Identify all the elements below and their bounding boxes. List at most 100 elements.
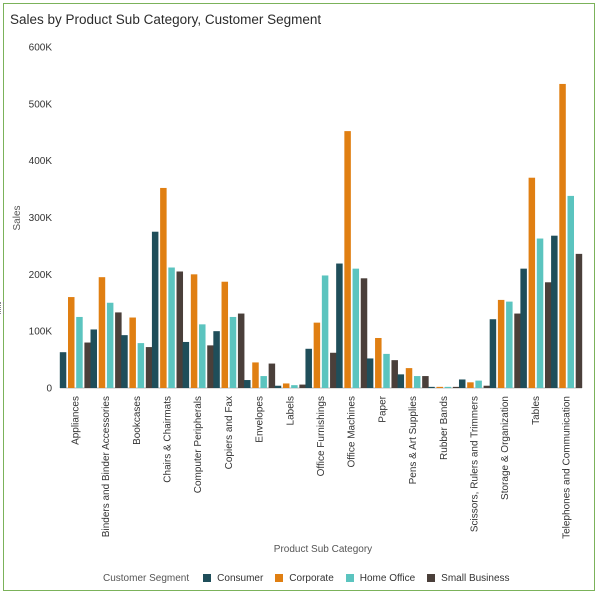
x-tick-label: Appliances bbox=[70, 396, 81, 445]
bar bbox=[213, 331, 220, 388]
bar bbox=[137, 343, 145, 388]
x-tick-label: Envelopes bbox=[255, 396, 266, 443]
x-tick-label: Chairs & Chairmats bbox=[162, 396, 173, 483]
bar bbox=[190, 274, 198, 388]
bar bbox=[444, 386, 452, 388]
x-tick-label: Scissors, Rulers and Trimmers bbox=[470, 396, 481, 532]
bar bbox=[422, 376, 429, 388]
x-tick-label: Telephones and Communication bbox=[562, 396, 573, 539]
x-tick-label: Labels bbox=[285, 396, 296, 425]
legend-swatch bbox=[203, 574, 212, 582]
legend-label: Corporate bbox=[289, 572, 334, 584]
bar bbox=[458, 379, 466, 388]
bar bbox=[575, 253, 583, 388]
legend-label: Small Business bbox=[441, 572, 510, 584]
y-tick-label: 100K bbox=[29, 327, 53, 338]
bar bbox=[551, 235, 558, 388]
bar bbox=[106, 302, 114, 388]
bar bbox=[321, 275, 329, 388]
bar bbox=[260, 376, 267, 388]
x-tick-label: Copiers and Fax bbox=[224, 396, 235, 469]
bar bbox=[229, 316, 237, 388]
bar bbox=[375, 337, 382, 388]
bar bbox=[182, 341, 190, 388]
y-tick-label: 400K bbox=[29, 156, 53, 167]
x-tick-label: Computer Peripherals bbox=[193, 396, 204, 493]
bar bbox=[221, 281, 229, 388]
bar bbox=[489, 319, 497, 388]
bar bbox=[336, 263, 343, 388]
y-tick-label: 0 bbox=[46, 384, 52, 395]
bar bbox=[207, 345, 214, 388]
x-axis-label: Product Sub Category bbox=[274, 544, 372, 555]
legend: Customer Segment Consumer Corporate Home… bbox=[103, 570, 522, 586]
bar bbox=[366, 358, 374, 388]
bar bbox=[452, 386, 460, 388]
x-tick-label: Binders and Binder Accessories bbox=[101, 396, 112, 537]
x-tick-label: Bookcases bbox=[132, 396, 143, 445]
bar bbox=[544, 282, 552, 388]
bar bbox=[76, 316, 83, 388]
bar bbox=[244, 380, 251, 388]
bar bbox=[467, 382, 474, 388]
bar bbox=[151, 231, 159, 388]
chart-title: Sales by Product Sub Category, Customer … bbox=[10, 12, 322, 27]
legend-title: Customer Segment bbox=[103, 572, 190, 584]
y-tick-label: 600K bbox=[29, 43, 53, 54]
bar bbox=[313, 322, 321, 388]
bar bbox=[282, 383, 290, 388]
legend-swatch bbox=[275, 574, 284, 582]
bar bbox=[391, 360, 398, 388]
bar bbox=[199, 324, 206, 388]
bar bbox=[59, 352, 67, 388]
bar bbox=[567, 195, 574, 388]
bar bbox=[514, 313, 521, 388]
y-tick-label: 500K bbox=[29, 99, 53, 110]
legend-item-home-office[interactable]: Home Office bbox=[345, 572, 416, 584]
bar bbox=[84, 342, 91, 388]
x-tick-label: Pens & Art Supplies bbox=[408, 396, 419, 484]
legend-item-consumer[interactable]: Consumer bbox=[203, 573, 263, 584]
bar bbox=[291, 385, 298, 388]
y-tick-label: 300K bbox=[29, 213, 53, 224]
x-tick-label: Office Furnishings bbox=[316, 396, 327, 476]
bar bbox=[299, 384, 306, 388]
bar bbox=[352, 268, 360, 388]
bar bbox=[274, 385, 282, 388]
legend-label: Home Office bbox=[359, 572, 416, 584]
bar bbox=[405, 368, 413, 388]
bar bbox=[252, 362, 259, 388]
bar bbox=[497, 299, 505, 388]
bar bbox=[559, 83, 566, 389]
bar bbox=[268, 363, 276, 388]
bar bbox=[176, 271, 184, 388]
bar bbox=[475, 380, 482, 388]
bar bbox=[168, 267, 175, 388]
bar bbox=[129, 317, 136, 388]
y-axis-label: Sales bbox=[12, 205, 23, 230]
bar bbox=[536, 238, 544, 388]
resize-handle[interactable] bbox=[0, 302, 4, 314]
x-tick-label: Paper bbox=[377, 395, 388, 422]
bar bbox=[237, 313, 245, 388]
bar bbox=[428, 386, 435, 388]
bar bbox=[121, 335, 128, 388]
bar bbox=[68, 297, 75, 388]
bar bbox=[330, 352, 337, 388]
legend-label: Consumer bbox=[217, 572, 264, 584]
x-tick-label: Storage & Organization bbox=[500, 396, 511, 500]
bar bbox=[344, 131, 351, 388]
legend-swatch bbox=[427, 574, 436, 582]
bar bbox=[360, 278, 368, 388]
bar bbox=[413, 376, 421, 388]
bar bbox=[90, 329, 98, 388]
y-tick-label: 200K bbox=[29, 270, 53, 281]
legend-item-corporate[interactable]: Corporate bbox=[275, 572, 334, 584]
bar bbox=[520, 268, 527, 388]
bar bbox=[383, 353, 390, 388]
legend-item-small-business[interactable]: Small Business bbox=[427, 572, 510, 584]
bar bbox=[115, 312, 122, 388]
bar bbox=[483, 385, 491, 388]
bar bbox=[98, 277, 106, 388]
